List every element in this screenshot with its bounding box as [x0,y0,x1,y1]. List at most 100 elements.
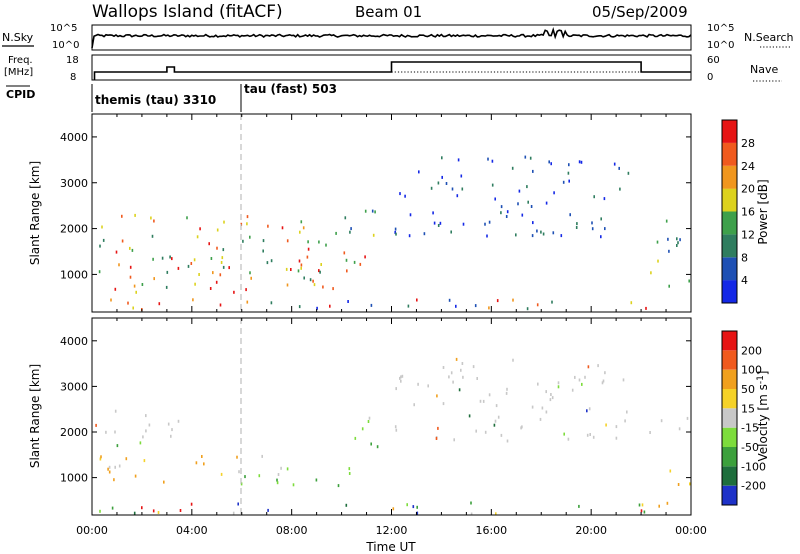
data-cell [345,258,348,262]
data-cell [134,213,136,217]
data-cell [406,503,408,507]
data-cell [686,416,689,420]
data-cell [139,441,142,445]
data-cell [236,455,238,459]
data-cell [132,306,134,310]
velocity-colorbar-tick: 200 [741,344,762,357]
data-cell [578,160,581,164]
nave-tick-top: 60 [707,55,720,66]
data-cell [101,225,103,229]
velocity-colorbar-label: Velocity [m s-1] [756,371,770,462]
data-cell [551,300,553,304]
data-cell [448,375,450,379]
velocity-colorbar-tick: -50 [741,441,759,454]
data-cell [145,429,147,433]
data-cell [542,232,545,236]
velocity-colorbar-tick: 100 [741,364,762,377]
data-cell [368,416,371,420]
data-cell [491,159,494,163]
data-cell [474,304,477,308]
data-cell [399,376,401,380]
data-cell [482,399,485,403]
data-cell [179,509,182,512]
data-cell [417,382,419,386]
power-colorbar-tick: 24 [741,160,755,173]
data-cell [394,425,397,429]
data-cell [309,278,312,282]
power-colorbar-tick: 8 [741,251,748,264]
velocity-colorbar-tick: -100 [741,460,766,473]
data-cell [220,261,223,264]
data-cell [537,382,539,386]
time-axis: 00:00 04:00 08:00 12:00 16:00 20:00 00:00 [76,524,707,537]
data-cell [441,156,443,160]
data-cell [412,505,415,509]
data-cell [567,437,570,441]
data-cell [95,423,97,427]
data-cell [578,378,581,382]
data-cell [604,227,606,231]
data-cell [99,457,102,461]
data-cell [246,300,249,304]
data-cell [222,248,225,252]
data-cell [219,303,222,307]
data-cell [433,221,436,225]
data-cell [657,259,659,263]
data-cell [267,224,269,228]
data-cell [244,475,246,479]
data-cell [193,258,196,262]
data-cell [221,256,224,260]
x-tick-label: 00:00 [76,524,108,537]
noise-tick-right-bottom: 10^0 [707,40,734,51]
data-cell [367,420,370,423]
data-cell [488,393,491,397]
data-cell [299,230,301,234]
data-cell [576,222,578,226]
power-panel-bg [92,114,691,312]
data-cell [416,505,418,509]
power-colorbar-tick: 4 [741,274,748,287]
data-cell [145,414,147,418]
data-cell [455,357,458,361]
data-cell [300,220,303,224]
data-cell [374,210,376,214]
data-cell [297,269,300,273]
data-cell [461,362,464,365]
data-cell [222,265,225,269]
data-cell [560,234,563,238]
data-cell [567,171,570,175]
data-cell [689,482,691,486]
data-cell [486,234,488,238]
data-cell [395,387,397,391]
data-cell [605,423,607,427]
data-cell [151,234,154,238]
data-cell [313,283,316,287]
power-colorbar: 4 8 12 16 20 24 28 [721,119,755,304]
colorbar-swatch [722,427,737,447]
data-cell [111,506,114,510]
data-cell [105,430,107,434]
data-cell [574,375,576,379]
data-cell [319,270,321,274]
power-colorbar-label: Power [dB] [756,179,770,244]
data-cell [292,483,295,487]
data-cell [615,436,618,440]
data-cell [107,467,109,471]
data-cell [640,509,643,513]
colorbar-swatch [722,165,737,189]
data-cell [344,216,347,220]
data-cell [630,301,633,305]
data-cell [484,430,487,434]
data-cell [209,287,212,290]
data-cell [170,434,172,438]
data-cell [312,279,314,283]
data-cell [450,230,452,234]
data-cell [134,474,137,478]
data-cell [258,474,261,478]
data-cell [190,262,193,265]
data-cell [408,234,411,238]
data-cell [210,257,213,260]
data-cell [532,221,534,225]
data-cell [545,410,548,414]
data-cell [656,240,659,244]
